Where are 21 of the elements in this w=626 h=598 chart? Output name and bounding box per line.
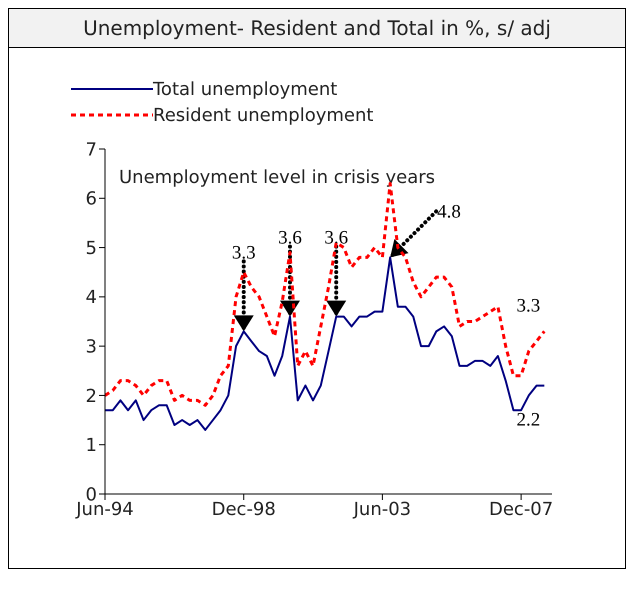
chart-title: Unemployment- Resident and Total in %, s/ adj bbox=[9, 9, 625, 48]
legend-label: Total unemployment bbox=[153, 78, 338, 100]
annotation: 4.8 bbox=[437, 201, 461, 222]
x-tick-label: Jun-03 bbox=[352, 498, 412, 520]
x-tick-label: Dec-98 bbox=[212, 498, 276, 520]
y-tick-label: 6 bbox=[86, 188, 97, 210]
annotation: 3.3 bbox=[232, 242, 256, 264]
y-tick-label: 2 bbox=[86, 386, 97, 407]
y-tick-label: 0 bbox=[86, 484, 97, 506]
annotation: 2.2 bbox=[516, 410, 540, 431]
annotation: 3.6 bbox=[278, 228, 302, 249]
y-tick-label: 4 bbox=[86, 287, 97, 308]
y-tick-label: 5 bbox=[86, 238, 97, 259]
annotation: 3.3 bbox=[516, 295, 540, 316]
y-tick-label: 7 bbox=[86, 139, 97, 160]
x-tick-label: Dec-07 bbox=[488, 498, 554, 520]
legend-label: Resident unemployment bbox=[153, 104, 374, 126]
y-tick-label: 1 bbox=[86, 435, 97, 456]
y-tick-label: 3 bbox=[86, 336, 97, 358]
annotation: Unemployment level in crisis years bbox=[119, 167, 436, 188]
annotation: 3.6 bbox=[324, 228, 348, 249]
